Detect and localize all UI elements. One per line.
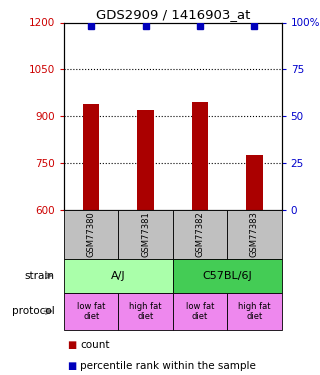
Text: GSM77383: GSM77383 xyxy=(250,211,259,257)
Bar xyxy=(138,110,154,210)
Bar xyxy=(246,155,262,210)
Bar xyxy=(83,104,99,210)
Text: C57BL/6J: C57BL/6J xyxy=(202,271,252,280)
Text: count: count xyxy=(80,340,109,350)
Text: low fat
diet: low fat diet xyxy=(77,302,105,321)
Title: GDS2909 / 1416903_at: GDS2909 / 1416903_at xyxy=(96,8,250,21)
Text: low fat
diet: low fat diet xyxy=(186,302,214,321)
Bar xyxy=(192,102,208,210)
Text: protocol: protocol xyxy=(12,306,54,316)
Text: A/J: A/J xyxy=(111,271,126,280)
Text: GSM77382: GSM77382 xyxy=(196,211,204,257)
Text: high fat
diet: high fat diet xyxy=(129,302,162,321)
Text: percentile rank within the sample: percentile rank within the sample xyxy=(80,361,256,370)
Text: GSM77381: GSM77381 xyxy=(141,211,150,257)
Text: ■: ■ xyxy=(67,340,76,350)
Text: GSM77380: GSM77380 xyxy=(87,211,96,257)
Text: ■: ■ xyxy=(67,361,76,370)
Text: high fat
diet: high fat diet xyxy=(238,302,271,321)
Text: strain: strain xyxy=(24,271,54,280)
